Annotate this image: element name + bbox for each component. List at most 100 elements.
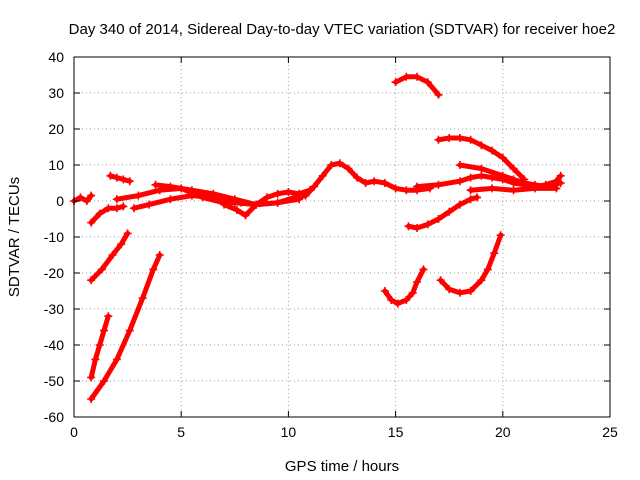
data-point (91, 355, 100, 364)
data-point (117, 240, 126, 249)
data-point (125, 177, 134, 186)
data-point (477, 276, 486, 285)
series-arc-16 (404, 193, 482, 232)
data-point (404, 222, 413, 231)
y-tick-label: 20 (48, 121, 64, 137)
data-point (393, 299, 402, 308)
data-point (483, 265, 492, 274)
data-point (310, 182, 319, 191)
data-point (552, 184, 561, 193)
data-point (97, 265, 106, 274)
series-arc-1 (70, 191, 96, 205)
data-point (87, 191, 96, 200)
axis-ticks: 0 5 10 15 20 25 -60 -50 -40 -30 -20 -10 0 10 20 30 40 (44, 49, 618, 440)
series-line (406, 194, 480, 231)
data-point (530, 184, 539, 193)
data-point (380, 179, 389, 187)
y-tick-label: 40 (48, 49, 64, 65)
data-point (509, 186, 518, 195)
data-point (466, 287, 475, 295)
data-point (402, 186, 411, 195)
data-point (87, 395, 96, 403)
data-point (149, 265, 158, 274)
series-arc-14 (413, 171, 565, 191)
data-point (318, 171, 327, 180)
data-point (220, 200, 229, 209)
data-point (82, 197, 91, 205)
data-point (104, 204, 113, 213)
x-tick-label: 0 (70, 424, 78, 440)
data-point (380, 287, 389, 295)
data-point (87, 276, 96, 285)
data-point (466, 173, 475, 182)
data-point (273, 189, 282, 198)
series-arc-12 (434, 134, 529, 184)
series-arc-18 (436, 231, 505, 297)
data-point (187, 186, 196, 195)
data-point (490, 249, 499, 258)
gridlines (74, 57, 610, 417)
y-tick-label: -10 (44, 229, 64, 245)
x-tick-label: 20 (495, 424, 511, 440)
data-point (344, 164, 353, 173)
data-point (402, 72, 411, 81)
data-point (134, 191, 143, 200)
data-point (466, 195, 475, 204)
data-point (119, 202, 128, 211)
data-point (509, 179, 518, 187)
data-point (391, 184, 400, 193)
y-tick-label: -20 (44, 265, 64, 281)
data-point (104, 312, 113, 321)
data-point (466, 186, 475, 195)
series-arc-15 (466, 184, 561, 195)
data-point (445, 134, 454, 142)
series-line (153, 160, 433, 208)
series-arc-3 (87, 229, 132, 285)
x-tick-label: 5 (177, 424, 185, 440)
data-point (423, 220, 432, 229)
data-point (232, 206, 241, 214)
data-point (434, 90, 443, 99)
data-point (295, 189, 304, 198)
data-point (413, 224, 422, 232)
x-tick-label: 10 (281, 424, 297, 440)
data-point (370, 177, 379, 186)
data-point (100, 326, 109, 335)
data-point (391, 78, 400, 87)
data-point (473, 193, 482, 202)
series-arc-17 (380, 265, 428, 308)
data-point (95, 341, 104, 349)
y-tick-label: -50 (44, 373, 64, 389)
data-point (108, 251, 117, 259)
data-point (125, 326, 134, 335)
y-tick-label: 0 (56, 193, 64, 209)
data-point (423, 78, 432, 87)
series-arc-2 (87, 202, 128, 227)
data-point (436, 276, 445, 285)
data-point (112, 173, 121, 182)
data-point (413, 182, 422, 191)
series-line (88, 252, 163, 402)
data-series (70, 72, 565, 403)
series-arc-5 (87, 251, 164, 403)
data-point (477, 171, 486, 180)
data-point (241, 211, 250, 220)
series-line (438, 232, 504, 296)
data-point (361, 179, 370, 187)
data-point (112, 195, 121, 204)
data-point (166, 195, 175, 204)
series-line (71, 193, 94, 204)
data-point (552, 177, 561, 186)
series-arc-10 (220, 186, 314, 220)
x-tick-label: 25 (602, 424, 618, 440)
data-point (455, 200, 464, 209)
data-point (455, 288, 464, 297)
data-point (95, 209, 104, 218)
data-point (166, 182, 175, 191)
data-point (145, 200, 154, 209)
data-point (413, 72, 422, 81)
data-point (112, 355, 121, 364)
data-point (106, 171, 115, 180)
data-point (413, 278, 422, 286)
